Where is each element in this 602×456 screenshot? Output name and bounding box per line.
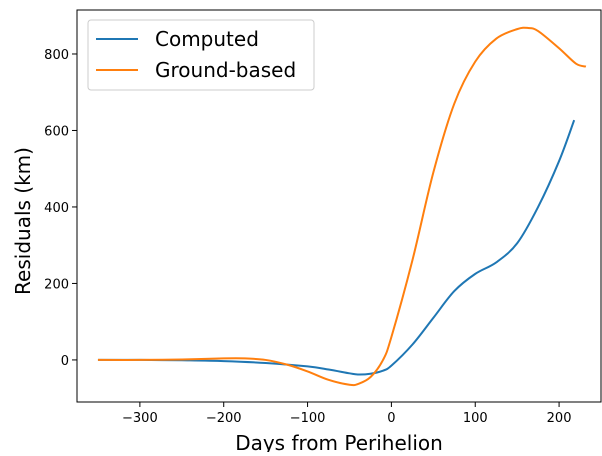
y-tick-label: 0 bbox=[61, 354, 69, 369]
y-tick-label: 400 bbox=[44, 201, 69, 216]
x-axis-label: Days from Perihelion bbox=[235, 431, 443, 452]
axes: −300 −200 −100 0 100 200 0 200 400 600 800 bbox=[44, 9, 602, 426]
y-axis-label: Residuals (km) bbox=[11, 147, 35, 295]
series-line-ground-based bbox=[97, 26, 587, 387]
legend-label-computed: Computed bbox=[155, 27, 259, 51]
x-tick-label: 200 bbox=[547, 411, 572, 426]
legend: Computed Ground-based bbox=[87, 19, 315, 91]
plot-frame bbox=[76, 9, 602, 403]
y-tick-label: 600 bbox=[44, 124, 69, 139]
legend-label-ground-based: Ground-based bbox=[155, 58, 296, 82]
y-tick-label: 800 bbox=[44, 48, 69, 63]
series-lines bbox=[97, 26, 587, 387]
x-tick-label: −100 bbox=[290, 411, 326, 426]
x-tick-label: 100 bbox=[463, 411, 488, 426]
legend-box bbox=[87, 19, 315, 91]
y-tick-label: 200 bbox=[44, 277, 69, 292]
x-tick-label: −200 bbox=[206, 411, 242, 426]
series-line-computed bbox=[97, 119, 576, 376]
x-tick-label: −300 bbox=[122, 411, 158, 426]
x-tick-label: 0 bbox=[387, 411, 395, 426]
